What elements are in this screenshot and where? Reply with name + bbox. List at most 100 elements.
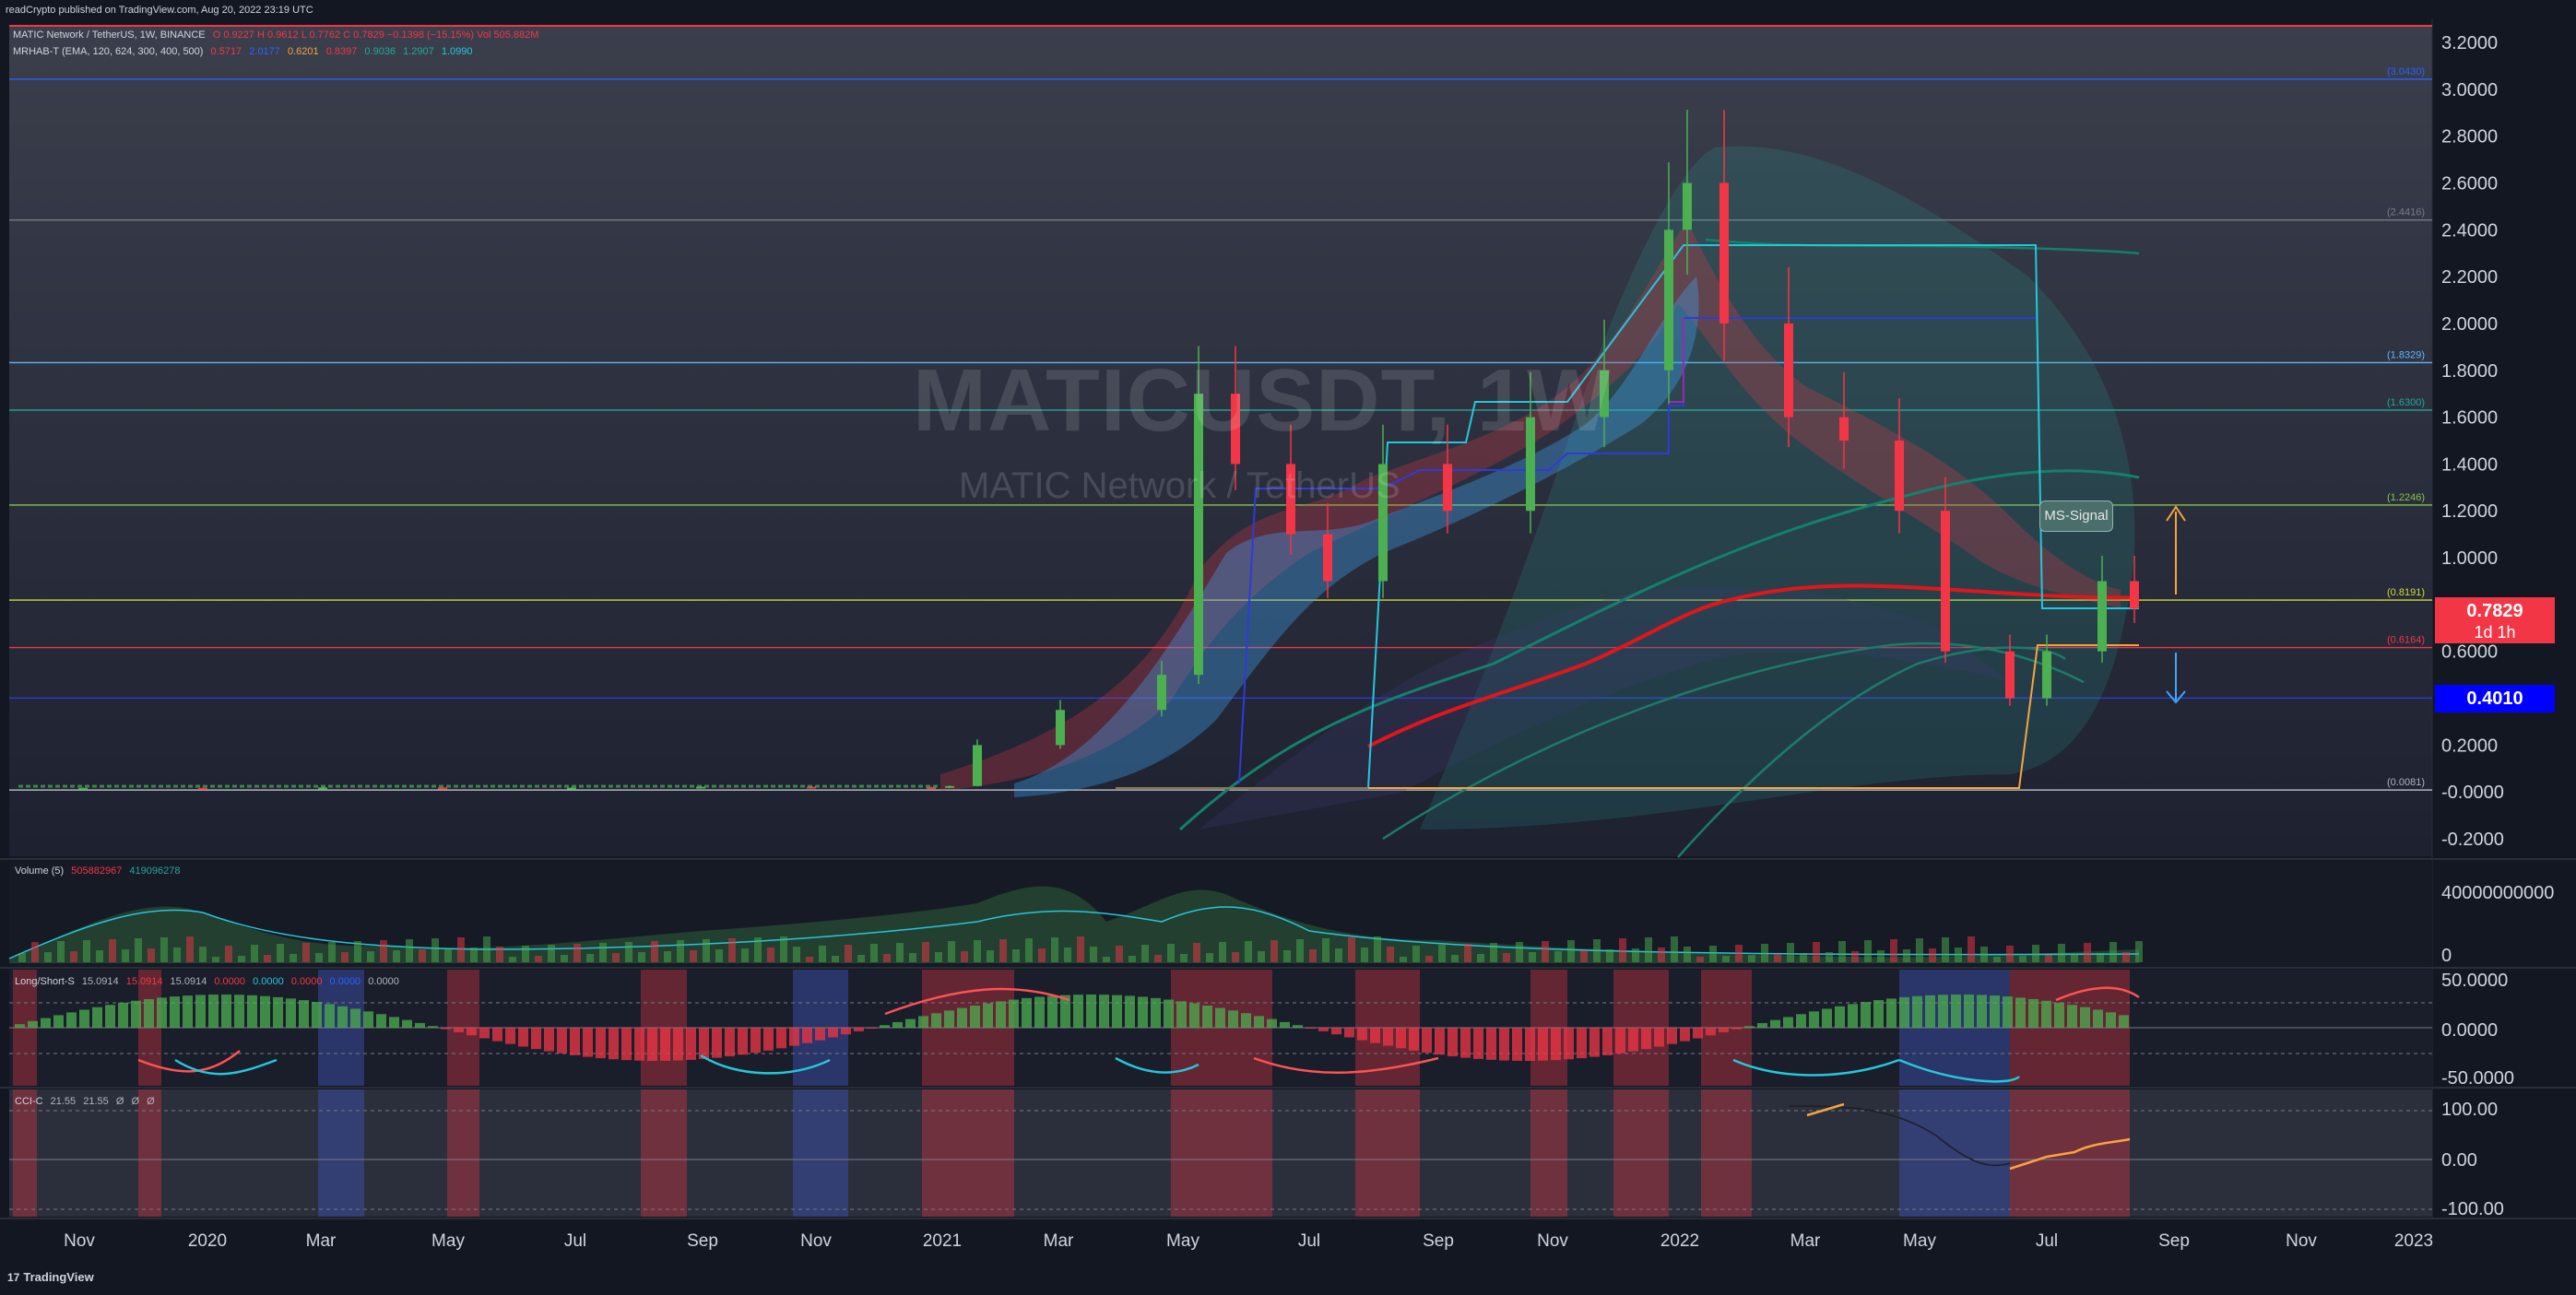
cci-axis-label: 0.00 (2441, 1150, 2477, 1171)
long-short-legend[interactable]: Long/Short-S 15.0914 15.0914 15.0914 0.0… (15, 976, 399, 987)
ls-histogram-bar (170, 996, 180, 1028)
main-series-legend[interactable]: MATIC Network / TetherUS, 1W, BINANCE O … (13, 29, 538, 41)
volume-bar (625, 942, 632, 962)
cci-bg-band (1899, 1089, 2010, 1217)
ls-histogram-bar (2119, 1015, 2129, 1028)
ls-histogram-bar (983, 1003, 993, 1028)
volume-bar (18, 953, 26, 962)
volume-bar (780, 936, 787, 962)
ls-histogram-bar (221, 995, 231, 1028)
ls-histogram-bar (92, 1007, 102, 1028)
volume-bar (31, 942, 39, 962)
volume-bar (1967, 936, 1975, 962)
volume-bar (548, 945, 555, 962)
ls-histogram-bar (66, 1012, 77, 1028)
volume-bar (70, 951, 77, 962)
candle-body (1378, 464, 1388, 582)
last-price-tag: 0.7829 1d 1h (2435, 597, 2555, 643)
time-axis-label: Jul (1298, 1231, 1320, 1251)
ls-histogram-bar (2067, 1005, 2077, 1028)
volume-bar (1090, 947, 1097, 962)
flat-candle (336, 784, 340, 788)
volume-bar (522, 946, 529, 962)
flat-candle (159, 784, 163, 788)
ls-value: 15.0914 (125, 976, 163, 987)
ls-histogram-bar (1822, 1008, 1832, 1028)
price-axis-label: 3.0000 (2441, 80, 2498, 100)
price-axis-label: 2.0000 (2441, 314, 2498, 335)
ls-histogram-bar (892, 1021, 903, 1028)
flat-candle (616, 784, 620, 788)
flat-candle (601, 784, 606, 788)
cci-line (1788, 1105, 2011, 1167)
ls-histogram-bar (544, 1028, 554, 1052)
cci-bg-band (318, 1089, 364, 1217)
cci-legend[interactable]: CCI-C 21.55 21.55 Ø Ø Ø (15, 1096, 155, 1107)
volume-bar (509, 957, 516, 962)
fib-level-label: (0.6164) (2387, 635, 2425, 646)
ls-histogram-bar (1189, 1003, 1199, 1028)
candle-body (2130, 581, 2139, 609)
flat-candle (431, 784, 436, 788)
ls-value: 15.0914 (81, 976, 119, 987)
volume-bar (715, 949, 723, 962)
price-axis-label: 1.0000 (2441, 548, 2498, 569)
volume-bar (883, 954, 891, 962)
ls-histogram-bar (1990, 995, 2000, 1028)
volume-bar (1025, 938, 1033, 962)
price-axis-label: 0.2000 (2441, 736, 2498, 756)
ls-histogram-bar (234, 995, 244, 1028)
ls-histogram-bar (428, 1026, 438, 1028)
flat-candle (771, 784, 775, 788)
flat-candle (225, 784, 230, 788)
volume-bar (535, 956, 542, 962)
candle-body (318, 787, 327, 790)
ls-histogram-bar (1486, 1028, 1496, 1060)
ls-histogram-bar (1667, 1028, 1677, 1044)
volume-bar (83, 940, 90, 962)
volume-bar (909, 953, 916, 962)
flat-candle (756, 784, 761, 788)
flat-candle (815, 784, 820, 788)
indicator-legend[interactable]: MRHAB-T (EMA, 120, 624, 300, 400, 500) 0… (13, 46, 473, 57)
ls-histogram-bar (518, 1028, 528, 1047)
volume-bar (1516, 942, 1523, 962)
flat-candle (557, 784, 561, 788)
candle-body (945, 785, 954, 788)
volume-bar (1180, 954, 1188, 962)
ls-histogram-bar (854, 1028, 864, 1031)
volume-bar (1451, 955, 1459, 962)
time-axis-label: May (431, 1231, 465, 1251)
volume-bar (703, 939, 710, 962)
volume-legend[interactable]: Volume (5) 505882967 419096278 (15, 865, 180, 877)
volume-bar (1671, 936, 1678, 962)
ls-histogram-bar (1693, 1028, 1703, 1039)
ls-histogram-bar (2028, 998, 2038, 1028)
ls-histogram-bar (1538, 1028, 1548, 1061)
flat-candle (63, 784, 67, 788)
flat-candle (365, 784, 370, 788)
flat-candle (232, 784, 237, 788)
flat-candle (719, 784, 724, 788)
volume-bar (2122, 952, 2130, 962)
ls-histogram-bar (531, 1028, 541, 1050)
ls-histogram-bar (621, 1028, 632, 1061)
flat-candle (328, 784, 333, 788)
flat-candle (594, 784, 598, 788)
ls-histogram-bar (660, 1028, 670, 1061)
flat-candle (48, 784, 53, 788)
ls-histogram-bar (1654, 1028, 1664, 1047)
volume-bar (1955, 948, 1962, 962)
volume-bar (2006, 946, 2014, 962)
volume-bar (264, 955, 271, 962)
flat-candle (306, 784, 311, 788)
time-axis-label: 2022 (1660, 1231, 1699, 1251)
flat-candle (638, 784, 643, 788)
name-watermark: MATIC Network / TetherUS (959, 465, 1400, 506)
tradingview-footer[interactable]: 17 TradingView (7, 1270, 94, 1284)
volume-bar (2097, 953, 2104, 962)
candle-body (438, 787, 447, 790)
flat-candle (675, 784, 679, 788)
flat-candle (505, 784, 510, 788)
